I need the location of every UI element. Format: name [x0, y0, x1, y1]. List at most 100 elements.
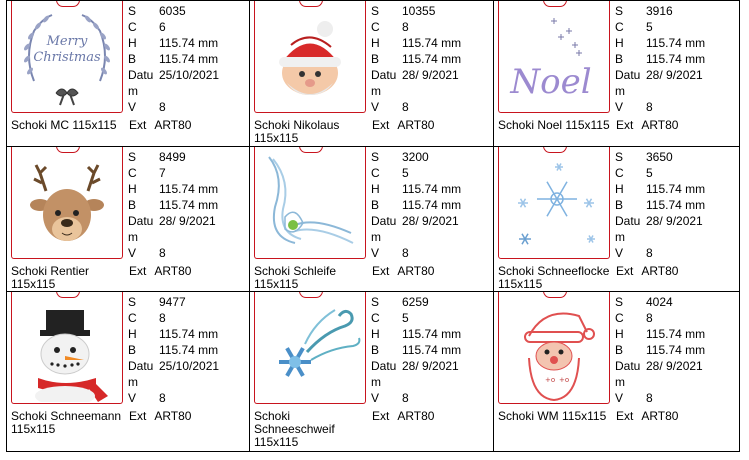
width-row: B 115.74 mm: [128, 342, 249, 358]
ribbon-bow-icon: [268, 156, 354, 244]
design-thumbnail[interactable]: [498, 147, 610, 259]
format-row: Ext ART80: [129, 265, 191, 278]
height-value: 115.74 mm: [646, 327, 706, 341]
format-value: ART80: [641, 264, 679, 278]
stitches-label: S: [615, 4, 624, 18]
colors-value: 6: [159, 20, 166, 34]
colors-label: C: [615, 20, 624, 34]
version-label: V: [128, 391, 137, 405]
date-value: 28/ 9/2021: [646, 68, 703, 82]
date-row: Datum 25/10/2021: [128, 358, 249, 390]
format-row: Ext ART80: [616, 119, 678, 132]
width-label: B: [371, 198, 380, 212]
stitches-row: S 6035: [128, 3, 249, 19]
design-thumbnail[interactable]: [254, 292, 366, 404]
width-row: B 115.74 mm: [371, 197, 493, 213]
stitches-label: S: [128, 295, 137, 309]
design-thumbnail[interactable]: [11, 147, 123, 259]
stitches-label: S: [615, 150, 624, 164]
height-label: H: [128, 36, 137, 50]
date-label: Datum: [615, 68, 641, 98]
width-label: B: [615, 343, 624, 357]
snowflake-icon: [518, 163, 595, 245]
date-row: Datum 25/10/2021: [128, 67, 249, 99]
date-value: 28/ 9/2021: [402, 214, 459, 228]
height-label: H: [128, 327, 137, 341]
santa-outline-icon: +o +o: [524, 312, 595, 402]
design-thumbnail[interactable]: [254, 147, 366, 259]
height-row: H 115.74 mm: [615, 326, 737, 342]
date-label: Datum: [615, 214, 641, 244]
stitches-label: S: [615, 295, 624, 309]
merry-christmas-wreath-icon: Merry Christmas: [24, 14, 110, 106]
stitches-value: 6035: [159, 4, 186, 18]
date-row: Datum 28/ 9/2021: [615, 358, 737, 390]
date-row: Datum 28/ 9/2021: [371, 213, 493, 245]
format-label: Ext: [129, 264, 147, 278]
format-label: Ext: [616, 264, 634, 278]
width-row: B 115.74 mm: [615, 197, 737, 213]
date-label: Datum: [128, 359, 154, 389]
colors-value: 5: [402, 311, 409, 325]
stitches-label: S: [371, 4, 380, 18]
design-thumbnail[interactable]: [11, 292, 123, 404]
height-row: H 115.74 mm: [128, 35, 249, 51]
date-value: 25/10/2021: [159, 68, 220, 82]
format-row: Ext ART80: [616, 410, 678, 423]
svg-text:Merry: Merry: [46, 34, 88, 49]
design-name: Schoki Schleife 115x115: [254, 264, 337, 291]
width-row: B 115.74 mm: [128, 197, 249, 213]
width-value: 115.74 mm: [402, 52, 462, 66]
design-thumbnail[interactable]: [254, 1, 366, 113]
format-label: Ext: [129, 409, 147, 423]
width-value: 115.74 mm: [646, 343, 706, 357]
width-value: 115.74 mm: [159, 198, 219, 212]
version-label: V: [615, 246, 624, 260]
stitches-value: 9477: [159, 295, 186, 309]
width-label: B: [128, 52, 137, 66]
design-thumbnail[interactable]: Merry Christmas: [11, 1, 123, 113]
colors-label: C: [615, 166, 624, 180]
format-label: Ext: [616, 409, 634, 423]
format-label: Ext: [372, 264, 390, 278]
width-row: B 115.74 mm: [371, 342, 493, 358]
date-row: Datum 28/ 9/2021: [371, 358, 493, 390]
svg-text:+o: +o: [545, 376, 555, 384]
design-thumbnail[interactable]: Noel: [498, 1, 610, 113]
design-thumbnail[interactable]: +o +o: [498, 292, 610, 404]
format-value: ART80: [641, 409, 679, 423]
height-row: H 115.74 mm: [128, 326, 249, 342]
date-row: Datum 28/ 9/2021: [615, 213, 737, 245]
svg-text:Christmas: Christmas: [33, 50, 101, 65]
colors-value: 5: [402, 166, 409, 180]
date-value: 25/10/2021: [159, 359, 220, 373]
width-value: 115.74 mm: [402, 198, 462, 212]
stitches-value: 6259: [402, 295, 429, 309]
version-label: V: [128, 100, 137, 114]
colors-value: 5: [646, 20, 653, 34]
version-value: 8: [646, 391, 653, 405]
width-row: B 115.74 mm: [371, 51, 493, 67]
